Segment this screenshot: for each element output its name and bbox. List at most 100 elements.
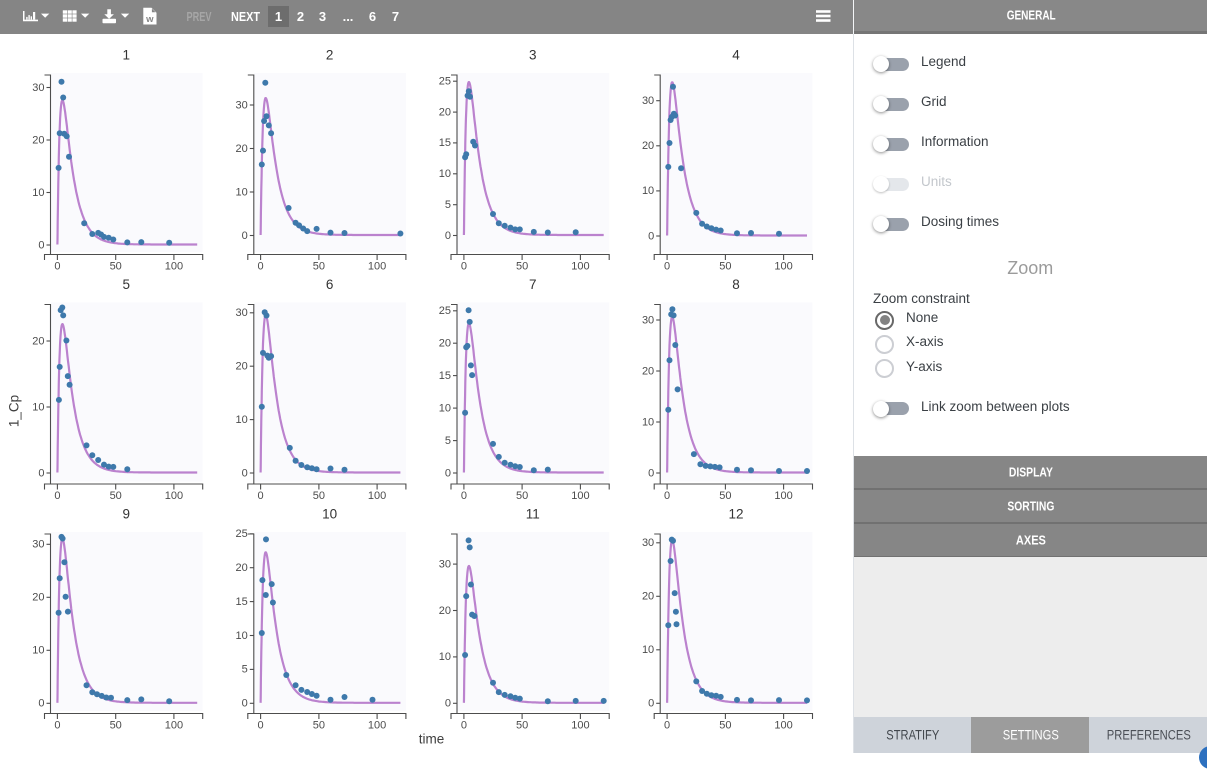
svg-text:10: 10	[236, 630, 248, 642]
svg-text:25: 25	[439, 76, 451, 88]
svg-text:10: 10	[322, 507, 337, 522]
svg-text:20: 20	[642, 591, 654, 603]
svg-text:PREV: PREV	[187, 9, 212, 24]
svg-text:0: 0	[461, 261, 467, 273]
svg-text:15: 15	[439, 137, 451, 149]
svg-text:50: 50	[516, 490, 528, 502]
svg-text:0: 0	[54, 720, 60, 732]
svg-text:30: 30	[32, 539, 44, 551]
svg-text:GENERAL: GENERAL	[1006, 9, 1055, 23]
svg-text:10: 10	[439, 402, 451, 414]
svg-text:0: 0	[664, 720, 670, 732]
svg-text:5: 5	[242, 664, 248, 676]
svg-text:0: 0	[445, 467, 451, 479]
svg-text:15: 15	[236, 596, 248, 608]
svg-text:...: ...	[343, 9, 354, 24]
svg-text:30: 30	[642, 95, 654, 107]
svg-text:50: 50	[110, 720, 122, 732]
svg-text:50: 50	[719, 490, 731, 502]
svg-text:1_Cp: 1_Cp	[7, 395, 22, 427]
svg-text:20: 20	[439, 106, 451, 118]
svg-text:0: 0	[461, 720, 467, 732]
svg-text:10: 10	[32, 401, 44, 413]
svg-text:8: 8	[732, 277, 740, 292]
svg-text:NEXT: NEXT	[231, 9, 260, 24]
svg-text:100: 100	[774, 490, 792, 502]
svg-text:10: 10	[32, 187, 44, 199]
svg-text:20: 20	[642, 365, 654, 377]
svg-text:50: 50	[313, 490, 325, 502]
svg-text:12: 12	[728, 507, 743, 522]
svg-text:30: 30	[236, 99, 248, 111]
svg-text:5: 5	[445, 199, 451, 211]
svg-text:0: 0	[648, 230, 654, 242]
svg-text:20: 20	[439, 605, 451, 617]
svg-text:0: 0	[54, 261, 60, 273]
svg-text:10: 10	[439, 651, 451, 663]
svg-text:4: 4	[732, 48, 740, 63]
svg-text:SETTINGS: SETTINGS	[1002, 728, 1058, 743]
svg-text:100: 100	[368, 490, 386, 502]
svg-text:0: 0	[445, 698, 451, 710]
svg-text:9: 9	[123, 507, 131, 522]
svg-text:2: 2	[297, 9, 304, 24]
svg-text:0: 0	[648, 698, 654, 710]
svg-text:0: 0	[461, 490, 467, 502]
svg-text:7: 7	[392, 9, 399, 24]
svg-text:30: 30	[32, 82, 44, 94]
svg-text:7: 7	[529, 277, 537, 292]
svg-text:0: 0	[258, 261, 264, 273]
svg-text:11: 11	[526, 507, 540, 522]
svg-text:50: 50	[110, 261, 122, 273]
svg-text:50: 50	[313, 720, 325, 732]
svg-text:10: 10	[236, 414, 248, 426]
svg-text:100: 100	[774, 261, 792, 273]
svg-text:100: 100	[571, 720, 589, 732]
svg-text:0: 0	[258, 720, 264, 732]
svg-text:20: 20	[236, 562, 248, 574]
svg-text:100: 100	[165, 261, 183, 273]
svg-text:100: 100	[165, 490, 183, 502]
svg-text:1: 1	[275, 9, 282, 24]
svg-text:0: 0	[648, 467, 654, 479]
svg-text:10: 10	[642, 185, 654, 197]
svg-text:3: 3	[529, 48, 537, 63]
svg-text:50: 50	[516, 261, 528, 273]
svg-text:10: 10	[236, 186, 248, 198]
svg-text:100: 100	[774, 720, 792, 732]
svg-text:10: 10	[439, 168, 451, 180]
svg-text:50: 50	[719, 261, 731, 273]
svg-text:20: 20	[32, 592, 44, 604]
svg-text:5: 5	[445, 435, 451, 447]
svg-text:20: 20	[236, 143, 248, 155]
svg-text:20: 20	[236, 361, 248, 373]
svg-text:2: 2	[326, 48, 334, 63]
svg-text:50: 50	[719, 720, 731, 732]
svg-text:15: 15	[439, 370, 451, 382]
svg-text:100: 100	[368, 261, 386, 273]
svg-text:10: 10	[642, 644, 654, 656]
svg-text:0: 0	[54, 490, 60, 502]
svg-text:1: 1	[123, 48, 131, 63]
svg-text:w: w	[145, 14, 154, 25]
svg-text:0: 0	[38, 698, 44, 710]
svg-text:3: 3	[319, 9, 326, 24]
svg-text:30: 30	[439, 558, 451, 570]
svg-text:10: 10	[32, 645, 44, 657]
svg-text:50: 50	[516, 720, 528, 732]
svg-text:0: 0	[242, 698, 248, 710]
svg-text:0: 0	[38, 467, 44, 479]
svg-text:100: 100	[571, 261, 589, 273]
svg-text:50: 50	[110, 490, 122, 502]
svg-text:30: 30	[236, 307, 248, 319]
svg-text:25: 25	[439, 305, 451, 317]
svg-text:0: 0	[38, 239, 44, 251]
svg-text:6: 6	[369, 9, 376, 24]
svg-text:50: 50	[313, 261, 325, 273]
svg-text:STRATIFY: STRATIFY	[886, 728, 939, 743]
svg-text:20: 20	[642, 140, 654, 152]
svg-text:100: 100	[571, 490, 589, 502]
svg-text:0: 0	[242, 467, 248, 479]
svg-text:6: 6	[326, 277, 334, 292]
svg-text:20: 20	[32, 134, 44, 146]
